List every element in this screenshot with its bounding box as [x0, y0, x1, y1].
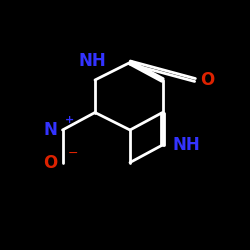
Text: +: + — [65, 115, 74, 125]
Text: NH: NH — [78, 52, 106, 70]
Text: O: O — [43, 154, 58, 172]
Text: O: O — [200, 71, 214, 89]
Text: NH: NH — [172, 136, 200, 154]
Text: N: N — [44, 121, 58, 139]
Text: −: − — [68, 147, 78, 160]
